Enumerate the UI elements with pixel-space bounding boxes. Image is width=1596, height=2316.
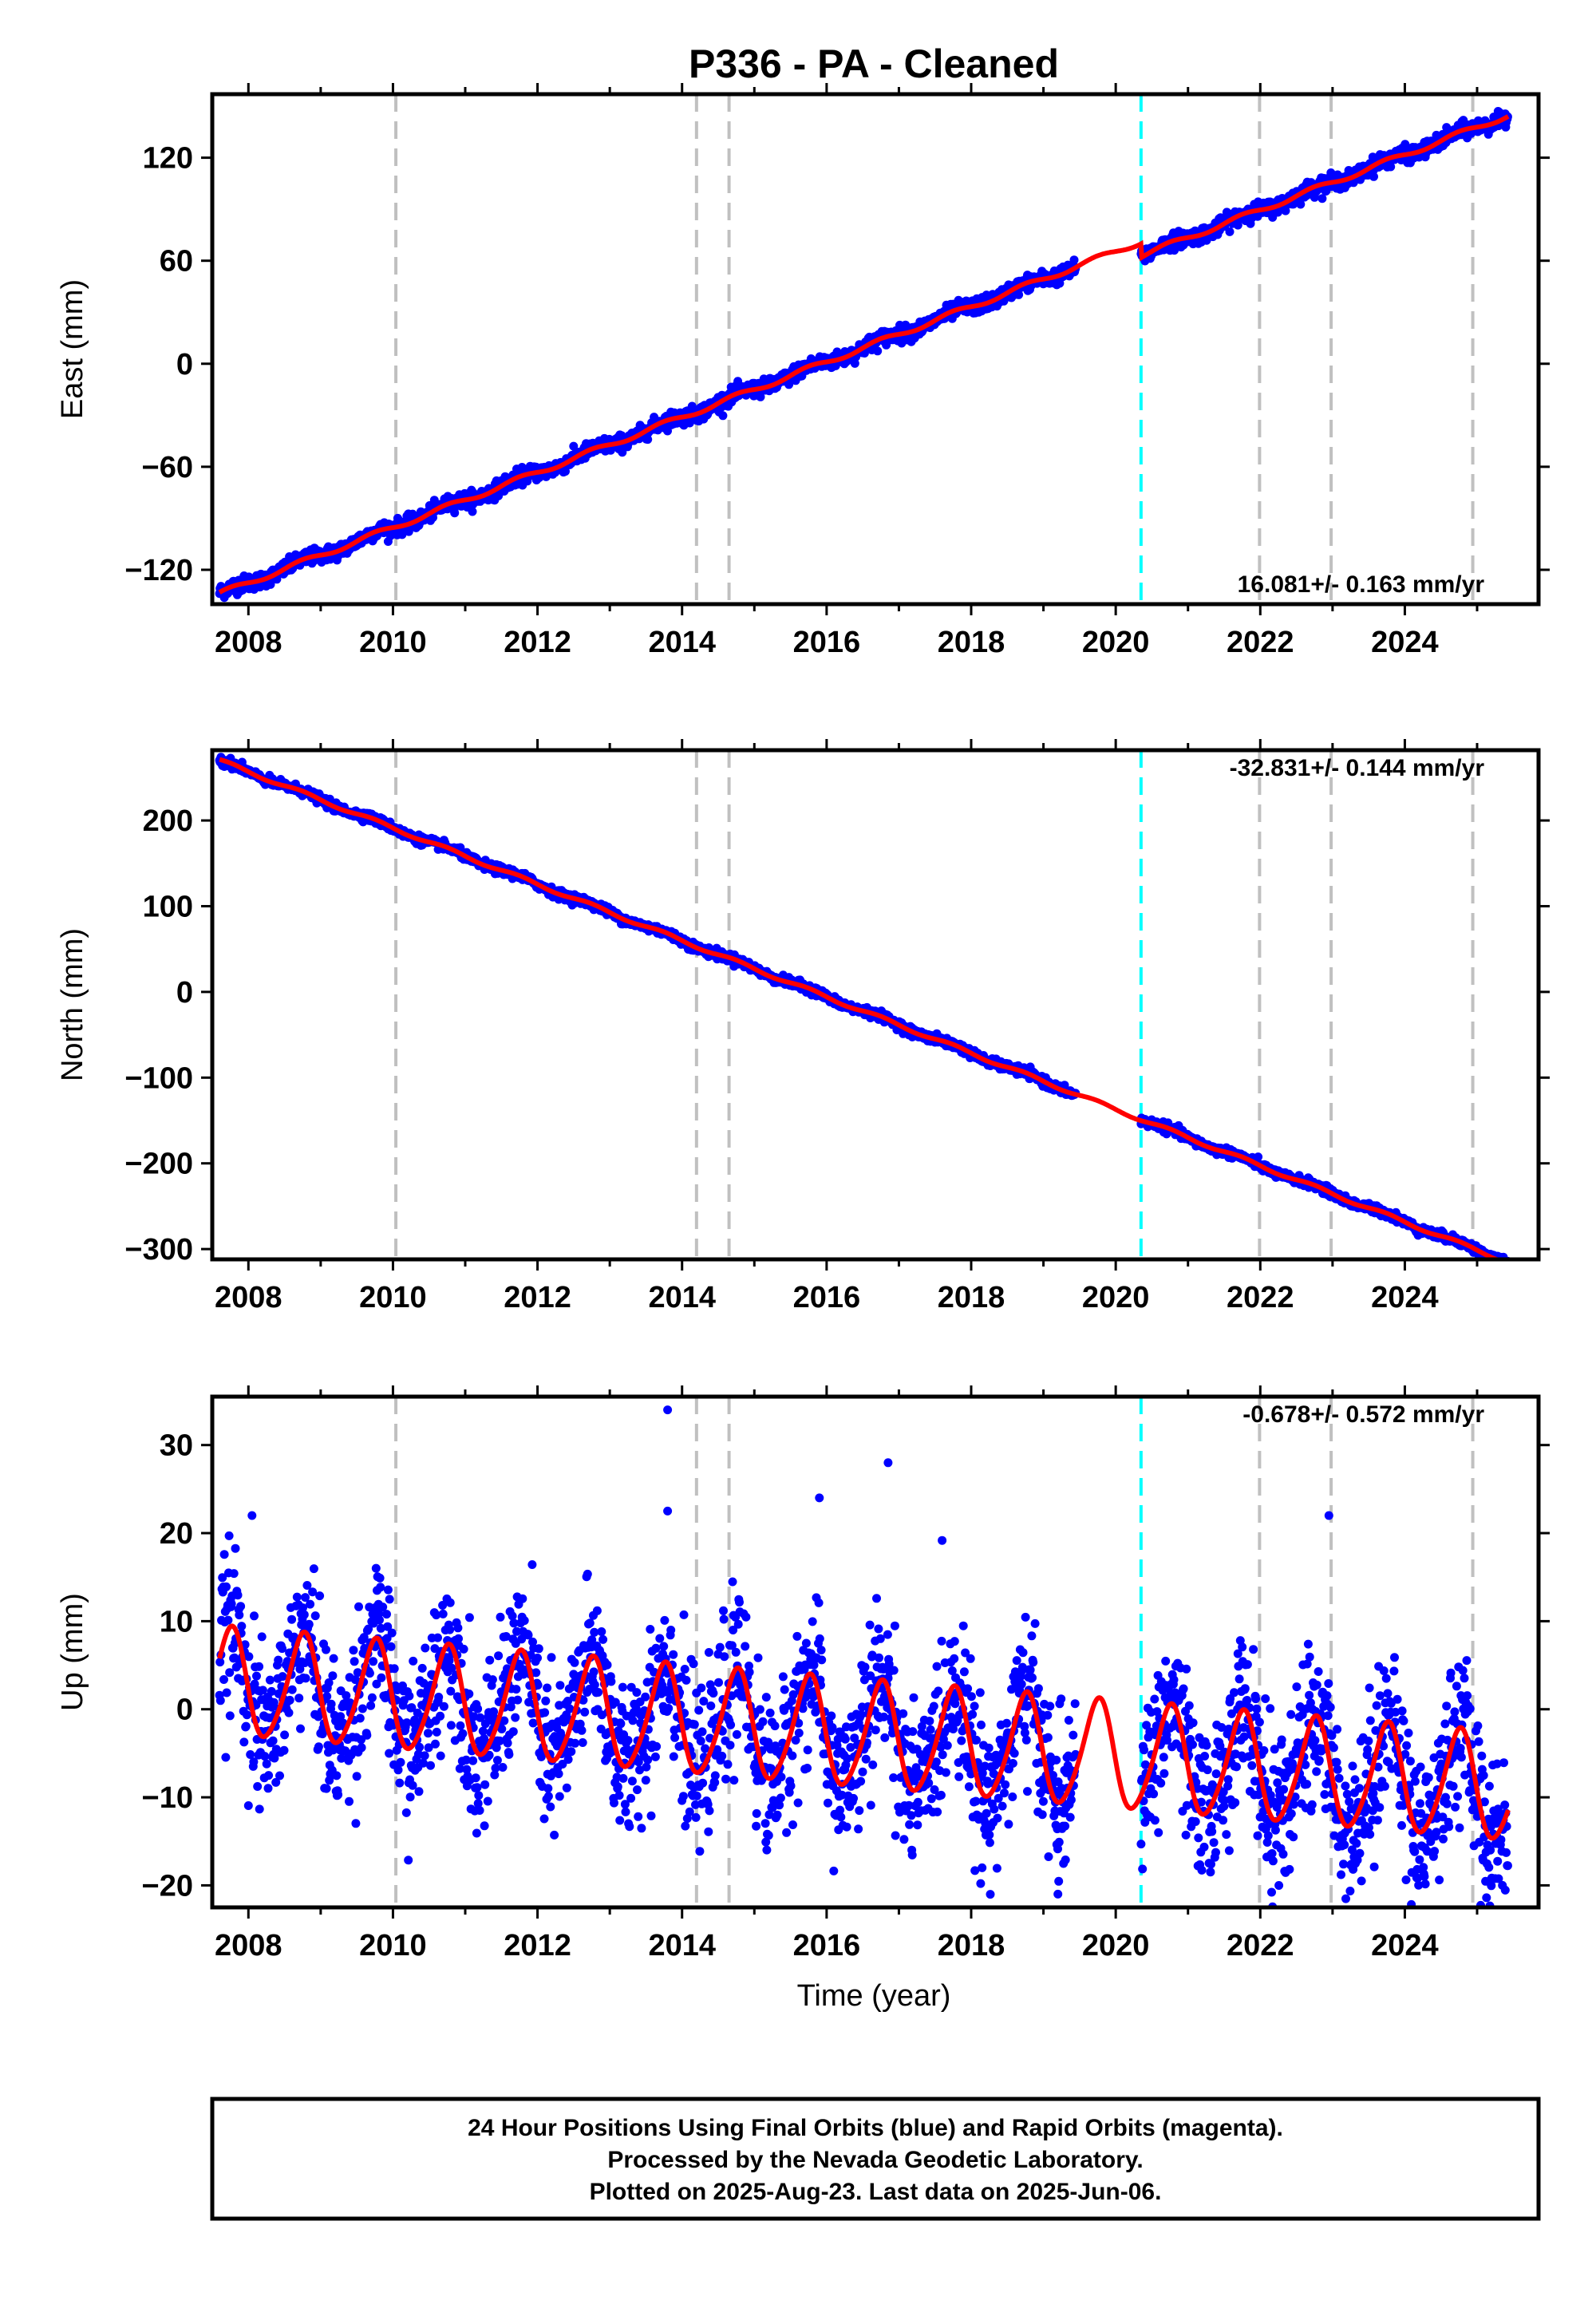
east-x-tick-label: 2014 — [648, 626, 716, 659]
east-y-tick-label: −120 — [124, 554, 193, 587]
east-data-point — [450, 508, 460, 518]
east-x-tick-label: 2008 — [215, 626, 282, 659]
east-x-tick-label: 2016 — [793, 626, 861, 659]
east-plot-frame — [210, 92, 1541, 607]
east-data-points — [215, 107, 1512, 603]
east-panel: −120 −60 0 60 120 2008 2010 2012 2014 2016 2018 202… — [56, 83, 1550, 659]
east-x-tick-label: 2022 — [1227, 626, 1294, 659]
east-data-point — [784, 380, 794, 389]
east-y-tick-label: 120 — [143, 142, 193, 176]
north-data-point — [1254, 1152, 1263, 1162]
east-data-point — [873, 346, 883, 356]
east-model-line — [218, 114, 1510, 595]
east-data-point — [1225, 227, 1235, 236]
east-x-tick-label: 2020 — [1082, 626, 1150, 659]
east-y-axis-label: East (mm) — [56, 279, 89, 419]
east-data-point — [1014, 290, 1024, 299]
east-data-point — [1069, 255, 1079, 265]
east-x-tick-label: 2010 — [359, 626, 427, 659]
east-data-point — [561, 467, 570, 476]
east-data-point — [643, 435, 653, 445]
east-data-point — [850, 358, 859, 368]
east-data-point — [468, 507, 477, 516]
east-rate-label: 16.081+/- 0.163 mm/yr — [1238, 571, 1485, 598]
east-y-tick-label: −60 — [142, 451, 193, 484]
east-data-point — [1317, 194, 1327, 204]
east-x-tick-label: 2018 — [938, 626, 1005, 659]
east-y-tick-label: 60 — [160, 245, 193, 279]
east-y-tick-label: 0 — [176, 348, 193, 381]
east-data-point — [1296, 200, 1306, 209]
east-data-point — [1281, 206, 1290, 215]
east-x-tick-label: 2012 — [504, 626, 571, 659]
east-data-point — [1369, 172, 1378, 181]
east-data-point — [718, 411, 728, 421]
chart-title: P336 - PA - Cleaned — [689, 41, 1059, 86]
east-data-point — [1386, 162, 1396, 172]
east-x-tick-label: 2024 — [1371, 626, 1439, 659]
